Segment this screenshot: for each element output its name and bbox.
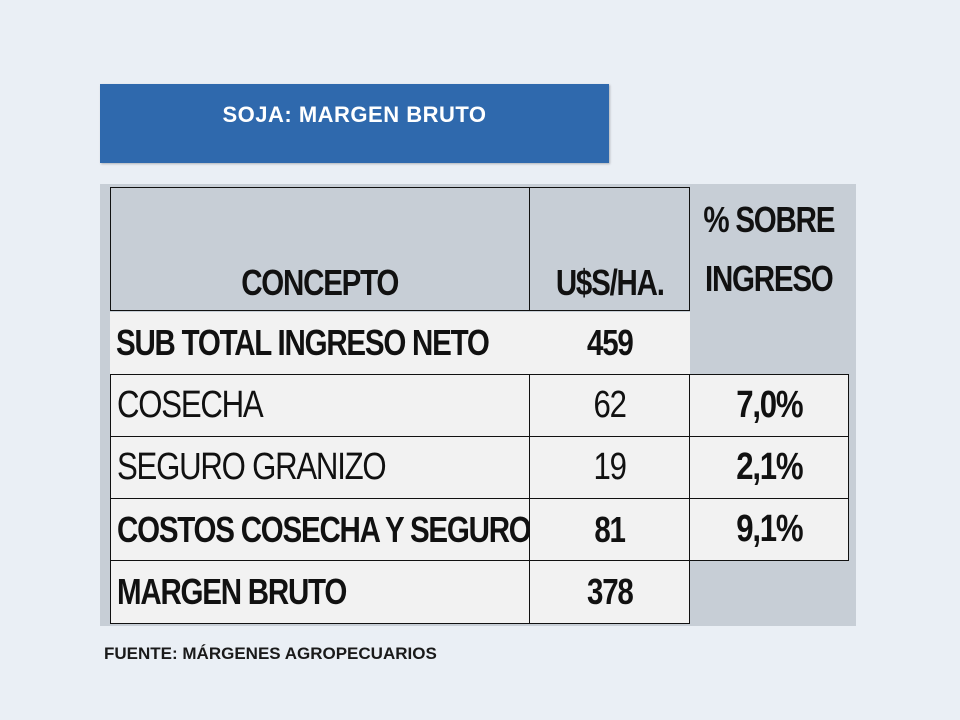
header-concept: CONCEPTO	[241, 262, 400, 303]
page-title: SOJA: MARGEN BRUTO	[222, 102, 487, 127]
table-row-pct: 2,1%	[689, 436, 849, 499]
table-row-usd: 81	[529, 498, 690, 561]
table-row-usd: 378	[529, 560, 690, 624]
table-row-usd: 459	[529, 312, 690, 374]
header-pct-line2: INGRESO	[705, 258, 834, 299]
table-row-pct: 7,0%	[689, 374, 849, 437]
table-row-concept: SEGURO GRANIZO	[110, 436, 530, 499]
header-usd: U$S/HA.	[555, 262, 665, 303]
source-note: FUENTE: MÁRGENES AGROPECUARIOS	[104, 644, 437, 663]
table-row-usd: 19	[529, 436, 690, 499]
table-row-concept: SUB TOTAL INGRESO NETO	[110, 312, 530, 374]
table-row-concept: COSTOS COSECHA Y SEGURO	[110, 498, 530, 561]
table-row-pct: 9,1%	[689, 498, 849, 561]
header-usd-cell: U$S/HA.	[529, 187, 690, 311]
header-pct-cell: % SOBRE INGRESO	[690, 187, 848, 311]
table-row-concept: MARGEN BRUTO	[110, 560, 530, 624]
title-banner: SOJA: MARGEN BRUTO	[100, 84, 609, 163]
header-pct-line1: % SOBRE	[703, 199, 836, 240]
table-row-concept: COSECHA	[110, 374, 530, 437]
table-row-usd: 62	[529, 374, 690, 437]
header-concept-cell: CONCEPTO	[110, 187, 530, 311]
